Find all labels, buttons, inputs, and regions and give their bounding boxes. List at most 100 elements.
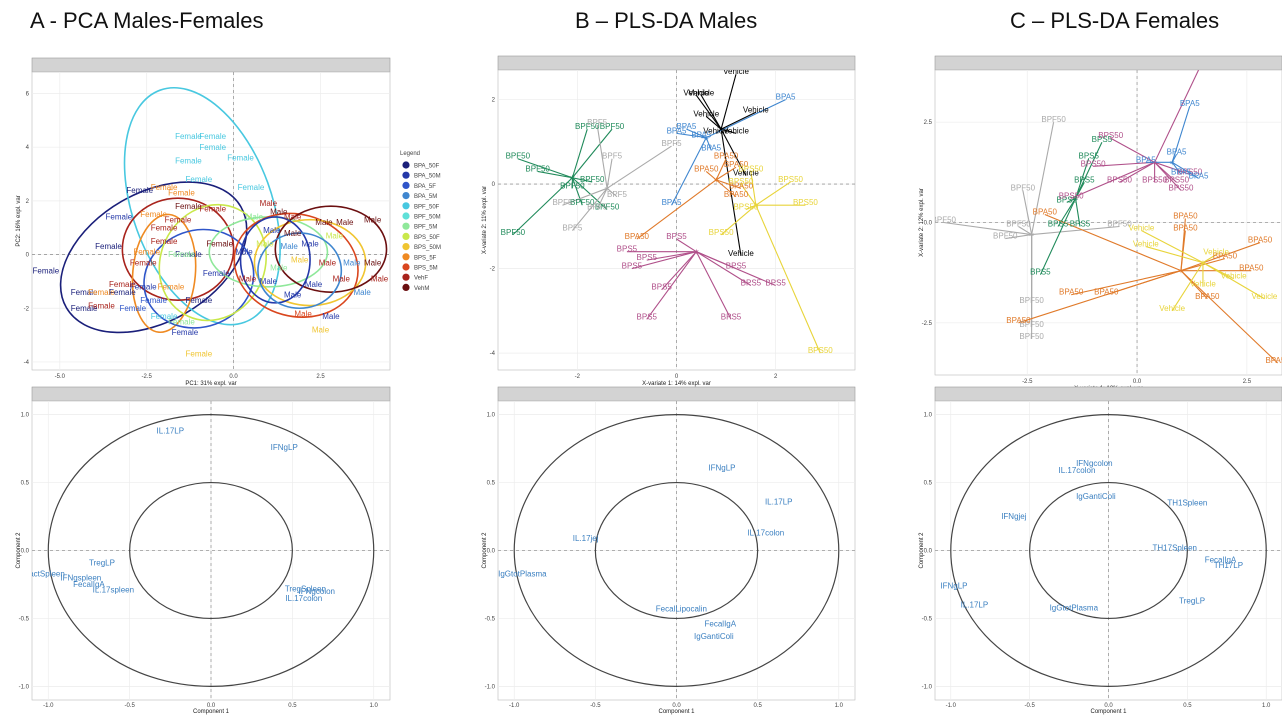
- sample-label: BPS5: [1078, 151, 1099, 160]
- sample-label: Female: [168, 250, 195, 259]
- c_bottom-strip: [934, 386, 1282, 402]
- star-ray: [606, 145, 672, 189]
- x-tick-label: 2.5: [1243, 379, 1252, 385]
- sample-label: BPS50: [1098, 131, 1123, 140]
- sample-label: BPS5: [651, 283, 672, 292]
- sample-label: BPA5: [1189, 171, 1209, 180]
- x-axis-label: X-variate 1: 14% expl. var: [642, 381, 711, 387]
- y-tick-label: -1.0: [19, 684, 30, 690]
- sample-label: Female: [71, 304, 98, 313]
- sample-label: Vehicle: [1203, 248, 1229, 257]
- star-ray: [700, 95, 722, 130]
- sample-label: Female: [227, 154, 254, 163]
- y-tick-label: 1.0: [21, 413, 30, 419]
- variable-label: FecalIgA: [73, 580, 105, 589]
- sample-label: Male: [246, 213, 264, 222]
- sample-label: Female: [238, 183, 265, 192]
- variable-label: IL.17LP: [157, 427, 185, 436]
- star-ray: [720, 204, 757, 236]
- sample-label: Male: [315, 218, 333, 227]
- group-centroid-mark: ✶: [718, 125, 725, 134]
- group-centroid-mark: ✶: [1169, 158, 1176, 167]
- variable-label: IFNgLP: [271, 443, 298, 452]
- sample-label: Male: [235, 248, 253, 257]
- confidence-ellipse: [253, 218, 367, 307]
- sample-label: BPA50: [1173, 224, 1198, 233]
- sample-label: Female: [199, 132, 226, 141]
- sample-label: Male: [294, 309, 312, 318]
- star-ray: [1106, 270, 1182, 296]
- legend-swatch: [402, 212, 410, 220]
- sample-label: BPS50: [1081, 159, 1106, 168]
- sample-label: BPS5: [1070, 220, 1091, 229]
- x-axis-label: Component 1: [193, 709, 230, 715]
- star-ray: [676, 238, 697, 253]
- star-ray: [631, 251, 697, 270]
- star-ray: [1070, 161, 1155, 199]
- group-centroid-mark: ✶: [1200, 259, 1207, 268]
- sample-label: BPS50: [1107, 175, 1132, 184]
- sample-label: BPS50: [1169, 183, 1194, 192]
- legend-swatch: [402, 192, 410, 200]
- variable-label: IgGtotPlasma: [1050, 603, 1099, 612]
- inner-correlation-circle: [594, 481, 759, 620]
- sample-label: BPS5: [622, 262, 643, 271]
- y-tick-label: -0.5: [19, 616, 30, 622]
- star-ray: [1202, 262, 1265, 300]
- star-ray: [646, 251, 697, 261]
- x-tick-label: -0.5: [590, 703, 601, 709]
- star-ray: [686, 128, 707, 139]
- variable-label: FecalIgA: [705, 620, 737, 629]
- star-ray: [571, 128, 588, 178]
- sample-label: BPS50: [1059, 191, 1084, 200]
- y-tick-label: -4: [490, 351, 496, 357]
- y-tick-label: -2.5: [922, 321, 933, 327]
- star-ray: [571, 177, 583, 206]
- y-tick-label: 2.5: [924, 120, 933, 126]
- group-centroid-mark: ✶: [604, 184, 611, 193]
- star-ray: [1154, 161, 1190, 175]
- star-ray: [695, 251, 732, 320]
- sample-label: BPA5: [667, 126, 687, 135]
- star-ray: [720, 74, 737, 130]
- variable-label: IL.17jej: [573, 534, 599, 543]
- sample-label: Vehicle: [728, 249, 754, 258]
- x-tick-label: 0.0: [1133, 379, 1142, 385]
- legend-swatch: [402, 263, 410, 271]
- y-tick-label: 0: [26, 253, 30, 259]
- star-ray: [1141, 230, 1204, 264]
- legend-swatch: [402, 273, 410, 281]
- star-ray: [1180, 270, 1278, 364]
- star-ray: [1057, 198, 1077, 227]
- group-centroid-mark: ✶: [1151, 158, 1158, 167]
- plot-content: FemaleFemaleFemaleFemaleFemaleFemaleFema…: [32, 72, 390, 370]
- legend-swatch: [402, 222, 410, 230]
- inner-correlation-circle: [1029, 481, 1188, 620]
- star-ray: [705, 137, 712, 151]
- sample-label: Vehicle: [693, 109, 719, 118]
- x-tick-label: -1.0: [43, 703, 54, 709]
- sample-label: BPF50: [1019, 332, 1044, 341]
- star-ray: [1202, 254, 1217, 264]
- sample-label: Vehicle: [703, 126, 729, 135]
- sample-label: Male: [312, 325, 330, 334]
- sample-label: Male: [284, 291, 302, 300]
- x-tick-label: -2: [575, 374, 581, 380]
- sample-label: BPA5: [701, 143, 721, 152]
- b_bottom-strip: [497, 386, 856, 402]
- sample-label: BPA50: [1265, 356, 1282, 365]
- variable-label: IL.17colon: [1058, 466, 1095, 475]
- sample-label: BPS5: [726, 262, 747, 271]
- star-ray: [1075, 158, 1090, 199]
- sample-label: BPF50: [993, 232, 1018, 241]
- sample-label: BPA5: [691, 131, 711, 140]
- confidence-ellipse: [121, 197, 235, 301]
- y-axis-label: PC2: 16% expl. var: [16, 195, 22, 246]
- y-tick-label: -1.0: [922, 684, 933, 690]
- y-tick-label: 2: [26, 199, 30, 205]
- sample-label: BPS50: [1186, 63, 1211, 72]
- star-ray: [1171, 154, 1178, 163]
- c_top-strip: [934, 55, 1282, 71]
- group-centroid-mark: ✶: [752, 201, 759, 210]
